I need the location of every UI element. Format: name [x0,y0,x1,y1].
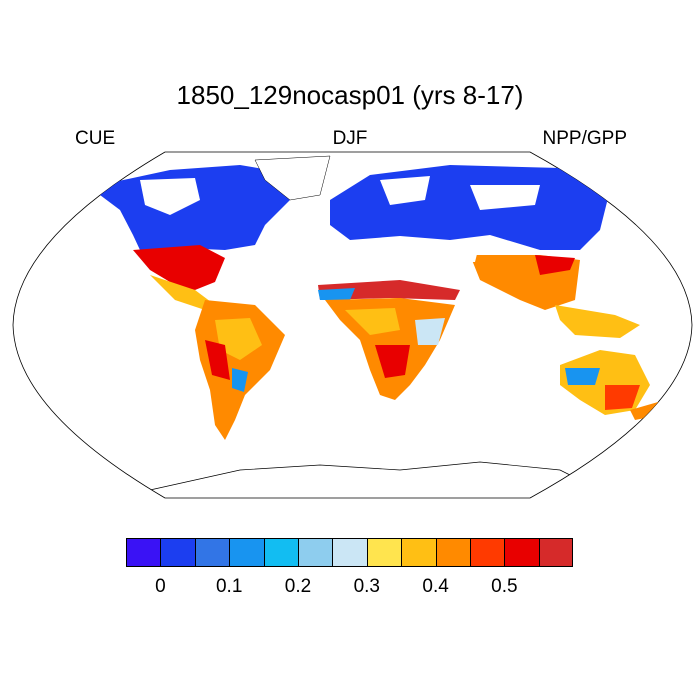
colorbar-swatch [229,538,264,567]
colorbar-swatch [470,538,505,567]
colorbar-tick-label: 0 [155,576,166,597]
colorbar-swatch [298,538,333,567]
africa-north-band [318,280,460,300]
colorbar-swatch [504,538,539,567]
colorbar-swatch [538,538,574,567]
antarctica-coast [149,461,601,491]
colorbar-swatch [126,538,161,567]
colorbar-tick-label: 0.5 [491,576,518,597]
colorbar-swatch [263,538,298,567]
plot-title: 1850_129nocasp01 (yrs 8-17) [176,80,524,110]
units-label: NPP/GPP [542,128,627,149]
southeast-asia [555,305,640,338]
eurasia-blue [330,165,610,250]
greenland [254,155,331,201]
season-label: DJF [332,128,368,149]
colorbar-tick-label: 0.4 [422,576,449,597]
colorbar-swatch [332,538,367,567]
colorbar-tick-label: 0.1 [215,576,243,597]
variable-label: CUE [75,128,116,149]
colorbar-swatch [160,538,195,567]
colorbar-tick-label: 0.2 [284,576,312,597]
colorbar-swatch [194,538,230,567]
colorbar-swatch [401,538,436,567]
north-america-warm [133,245,225,290]
colorbar-swatch [366,538,402,567]
colorbar-tick-label: 0.3 [353,576,380,597]
colorbar-swatch [435,538,470,567]
